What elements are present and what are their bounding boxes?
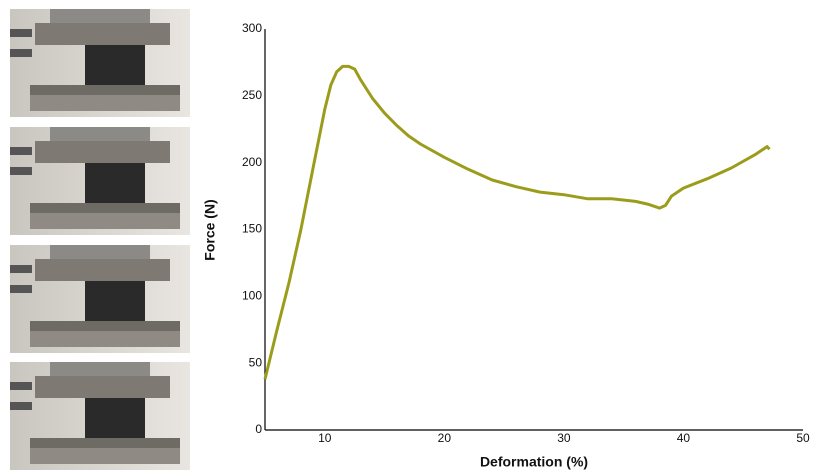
photo-panel: [10, 9, 190, 470]
y-axis-label: Force (N): [202, 199, 218, 260]
y-tick-label: 150: [242, 222, 262, 236]
y-tick-label: 300: [242, 21, 262, 35]
x-tick-label: 30: [557, 431, 571, 445]
y-tick-label: 250: [242, 88, 262, 102]
x-axis-label: Deformation (%): [480, 454, 588, 470]
data-line: [263, 64, 771, 380]
x-tick-label: 50: [796, 431, 810, 445]
y-tick-label: 200: [242, 155, 262, 169]
y-tick-label: 100: [242, 289, 262, 303]
chart: Deformation (%) Force (N) 0 50 100 150 200 25…: [202, 21, 810, 470]
x-tick-label: 10: [318, 431, 332, 445]
y-tick-label: 0: [255, 422, 262, 436]
x-tick-label: 20: [438, 431, 452, 445]
y-tick-label: 50: [249, 355, 263, 369]
x-tick-label: 40: [677, 431, 691, 445]
